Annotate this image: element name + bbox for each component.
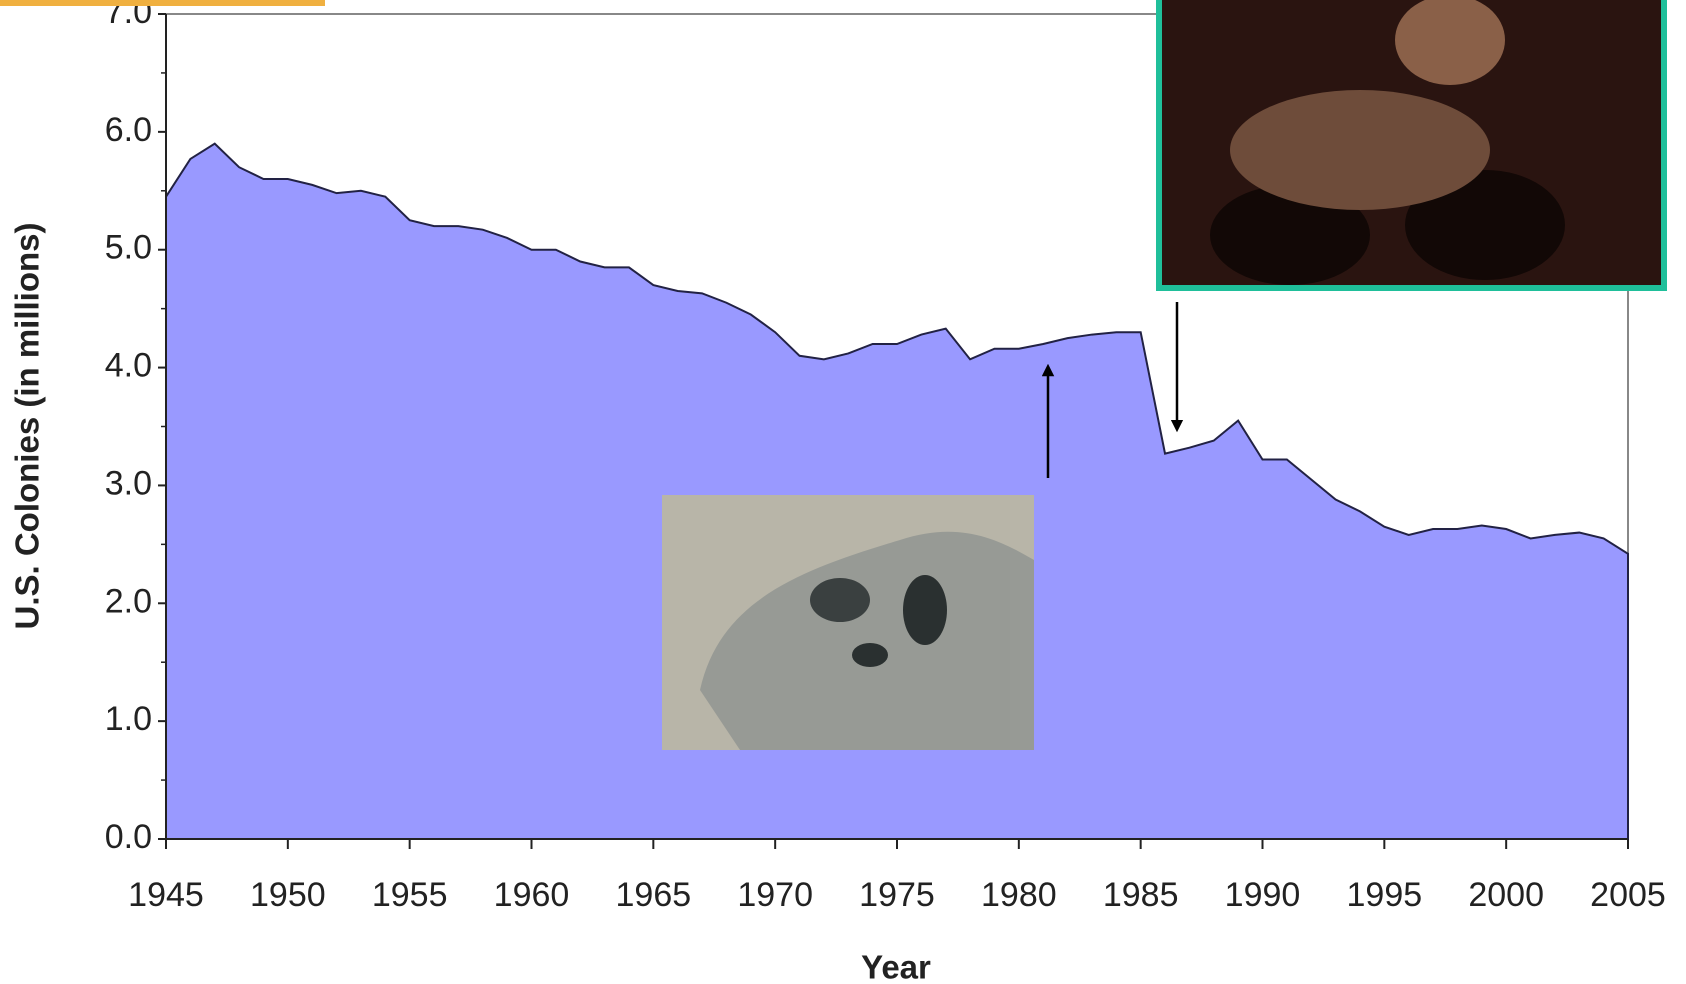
y-tick-label: 3.0 bbox=[105, 464, 152, 502]
y-tick-label: 6.0 bbox=[105, 111, 152, 149]
x-tick-label: 1985 bbox=[1103, 876, 1179, 914]
x-tick-label: 1965 bbox=[616, 876, 692, 914]
x-tick-label: 1950 bbox=[250, 876, 326, 914]
y-tick-label: 2.0 bbox=[105, 582, 152, 620]
x-tick-label: 2000 bbox=[1468, 876, 1544, 914]
x-tick-label: 1955 bbox=[372, 876, 448, 914]
x-axis-title: Year bbox=[861, 949, 931, 984]
area bbox=[165, 142, 1629, 840]
x-tick-label: 1960 bbox=[494, 876, 570, 914]
x-tick-label: 1970 bbox=[737, 876, 813, 914]
x-tick-label: 1995 bbox=[1347, 876, 1423, 914]
bee-photo bbox=[1156, 0, 1667, 291]
photo-fragment bbox=[0, 0, 325, 6]
y-tick-label: 4.0 bbox=[105, 347, 152, 385]
y-axis-title: U.S. Colonies (in millions) bbox=[9, 222, 46, 629]
mite-photo bbox=[662, 495, 1034, 750]
x-tick-label: 1975 bbox=[859, 876, 935, 914]
y-tick-label: 5.0 bbox=[105, 229, 152, 267]
x-tick-label: 1945 bbox=[128, 876, 204, 914]
y-tick-label: 1.0 bbox=[105, 700, 152, 738]
x-tick-label: 2005 bbox=[1590, 876, 1666, 914]
x-tick-label: 1980 bbox=[981, 876, 1057, 914]
y-tick-label: 0.0 bbox=[105, 818, 152, 856]
x-tick-label: 1990 bbox=[1225, 876, 1301, 914]
